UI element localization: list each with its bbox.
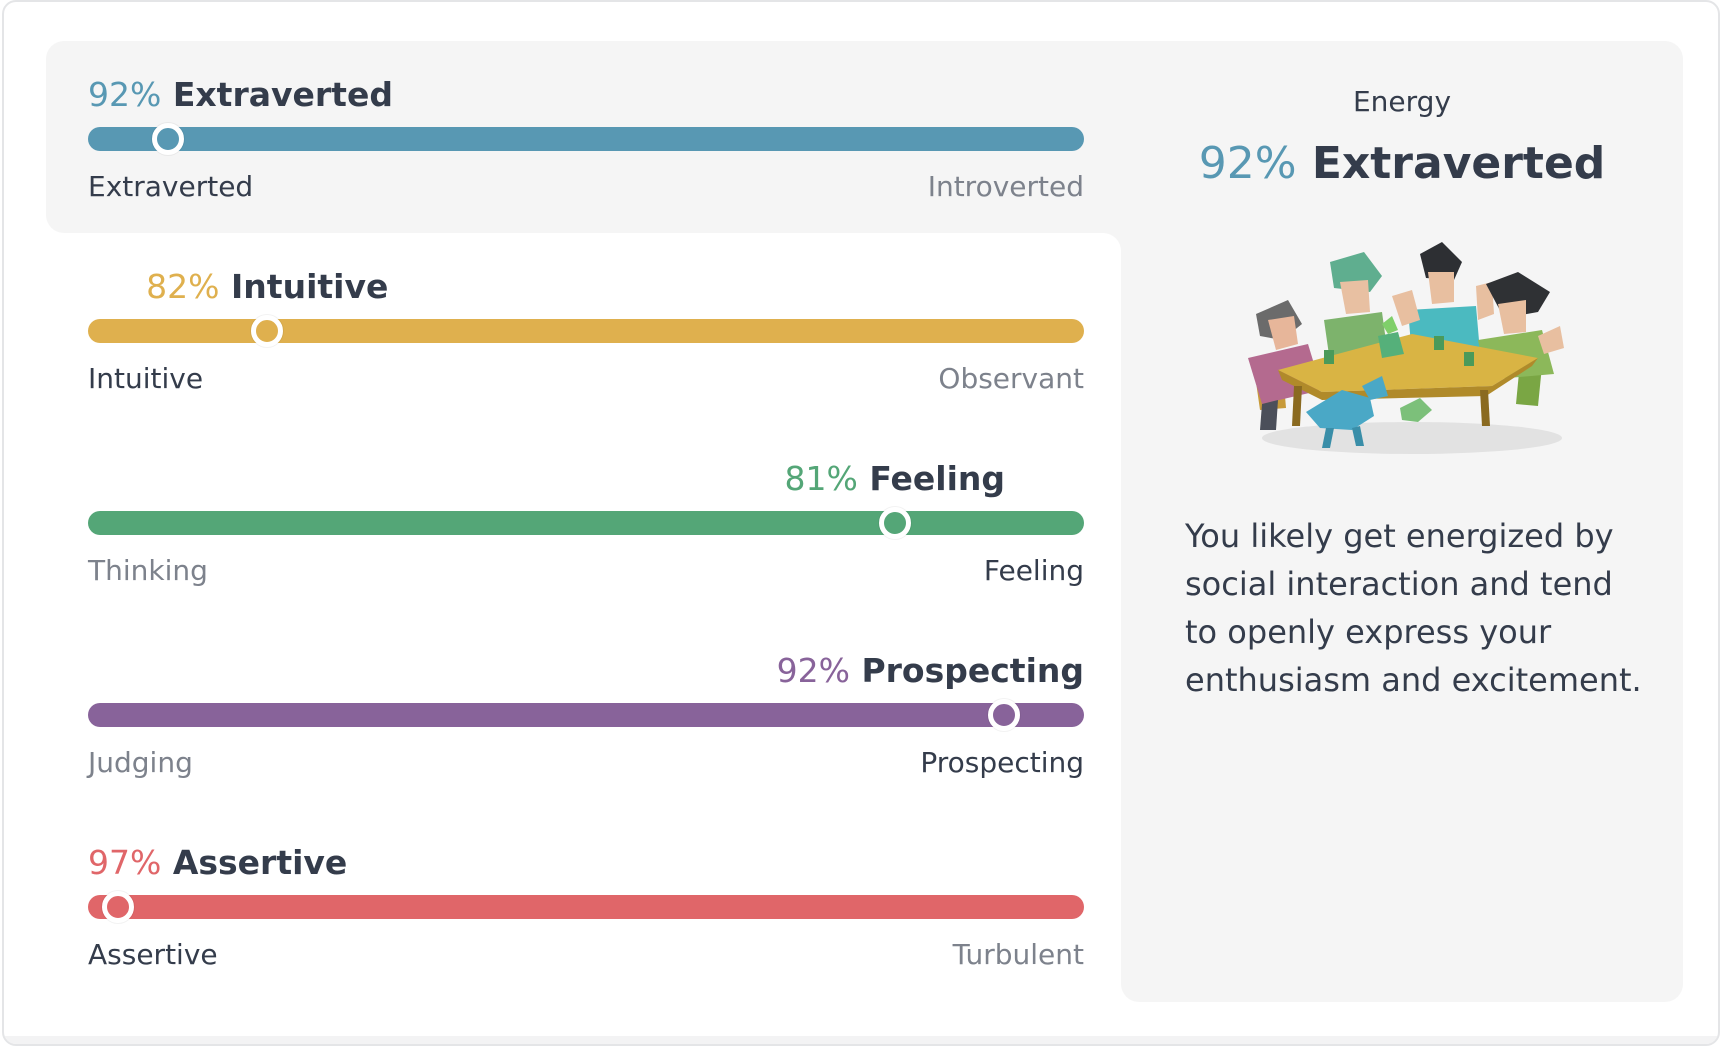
card-footer-strip <box>4 1036 1718 1044</box>
trait-title: 82% Intuitive <box>146 265 388 309</box>
trait-left-pole: Judging <box>88 746 193 779</box>
trait-detail-panel <box>1121 202 1683 1002</box>
aspect-label: Energy <box>1352 85 1452 118</box>
trait-name: Extraverted <box>172 75 393 114</box>
panel-corner <box>1103 233 1121 251</box>
trait-percent: 92% <box>87 75 162 114</box>
trait-right-pole: Observant <box>938 362 1084 395</box>
aspect-result: 92% Extraverted <box>1121 136 1683 192</box>
trait-knob[interactable] <box>151 123 184 155</box>
trait-bar[interactable] <box>88 315 1084 347</box>
trait-title: 92% Prospecting <box>777 649 1084 693</box>
trait-title: 81% Feeling <box>784 457 1005 501</box>
trait-percent: 82% <box>146 267 220 306</box>
trait-bar[interactable] <box>88 891 1084 923</box>
trait-bar[interactable] <box>88 123 1084 155</box>
trait-bar[interactable] <box>88 699 1084 731</box>
trait-knob[interactable] <box>101 891 134 923</box>
trait-name: Assertive <box>172 843 348 882</box>
trait-name: Feeling <box>869 459 1006 498</box>
trait-knob[interactable] <box>251 315 284 347</box>
trait-right-pole: Prospecting <box>920 746 1084 779</box>
trait-bar[interactable] <box>88 507 1084 539</box>
trait-row-energy[interactable]: 92% Extraverted Extraverted Introverted <box>88 73 1084 223</box>
trait-row-identity[interactable]: 97% Assertive Assertive Turbulent <box>88 841 1084 991</box>
aspect-name: Extraverted <box>1311 138 1606 189</box>
trait-title: 97% Assertive <box>88 841 347 885</box>
trait-percent: 81% <box>784 459 858 498</box>
trait-left-pole: Intuitive <box>88 362 204 395</box>
trait-right-pole: Introverted <box>927 170 1084 203</box>
trait-knob[interactable] <box>878 507 911 539</box>
extravert-group-illustration-icon <box>1248 242 1564 454</box>
trait-row-mind[interactable]: 82% Intuitive Intuitive Observant <box>88 265 1084 415</box>
trait-left-pole: Extraverted <box>88 170 254 203</box>
trait-title: 92% Extraverted <box>88 73 393 117</box>
trait-row-tactics[interactable]: 92% Prospecting Judging Prospecting <box>88 649 1084 799</box>
trait-name: Intuitive <box>231 267 389 306</box>
trait-row-nature[interactable]: 81% Feeling Thinking Feeling <box>88 457 1084 607</box>
trait-left-pole: Thinking <box>88 554 208 587</box>
trait-right-pole: Turbulent <box>952 938 1084 971</box>
trait-right-pole: Feeling <box>983 554 1084 587</box>
trait-percent: 92% <box>776 651 850 690</box>
trait-knob[interactable] <box>988 699 1021 731</box>
aspect-description: You likely get energized by social inter… <box>1185 517 1642 699</box>
aspect-percent: 92% <box>1198 138 1297 189</box>
trait-name: Prospecting <box>861 651 1084 690</box>
trait-left-pole: Assertive <box>88 938 218 971</box>
trait-percent: 97% <box>87 843 162 882</box>
